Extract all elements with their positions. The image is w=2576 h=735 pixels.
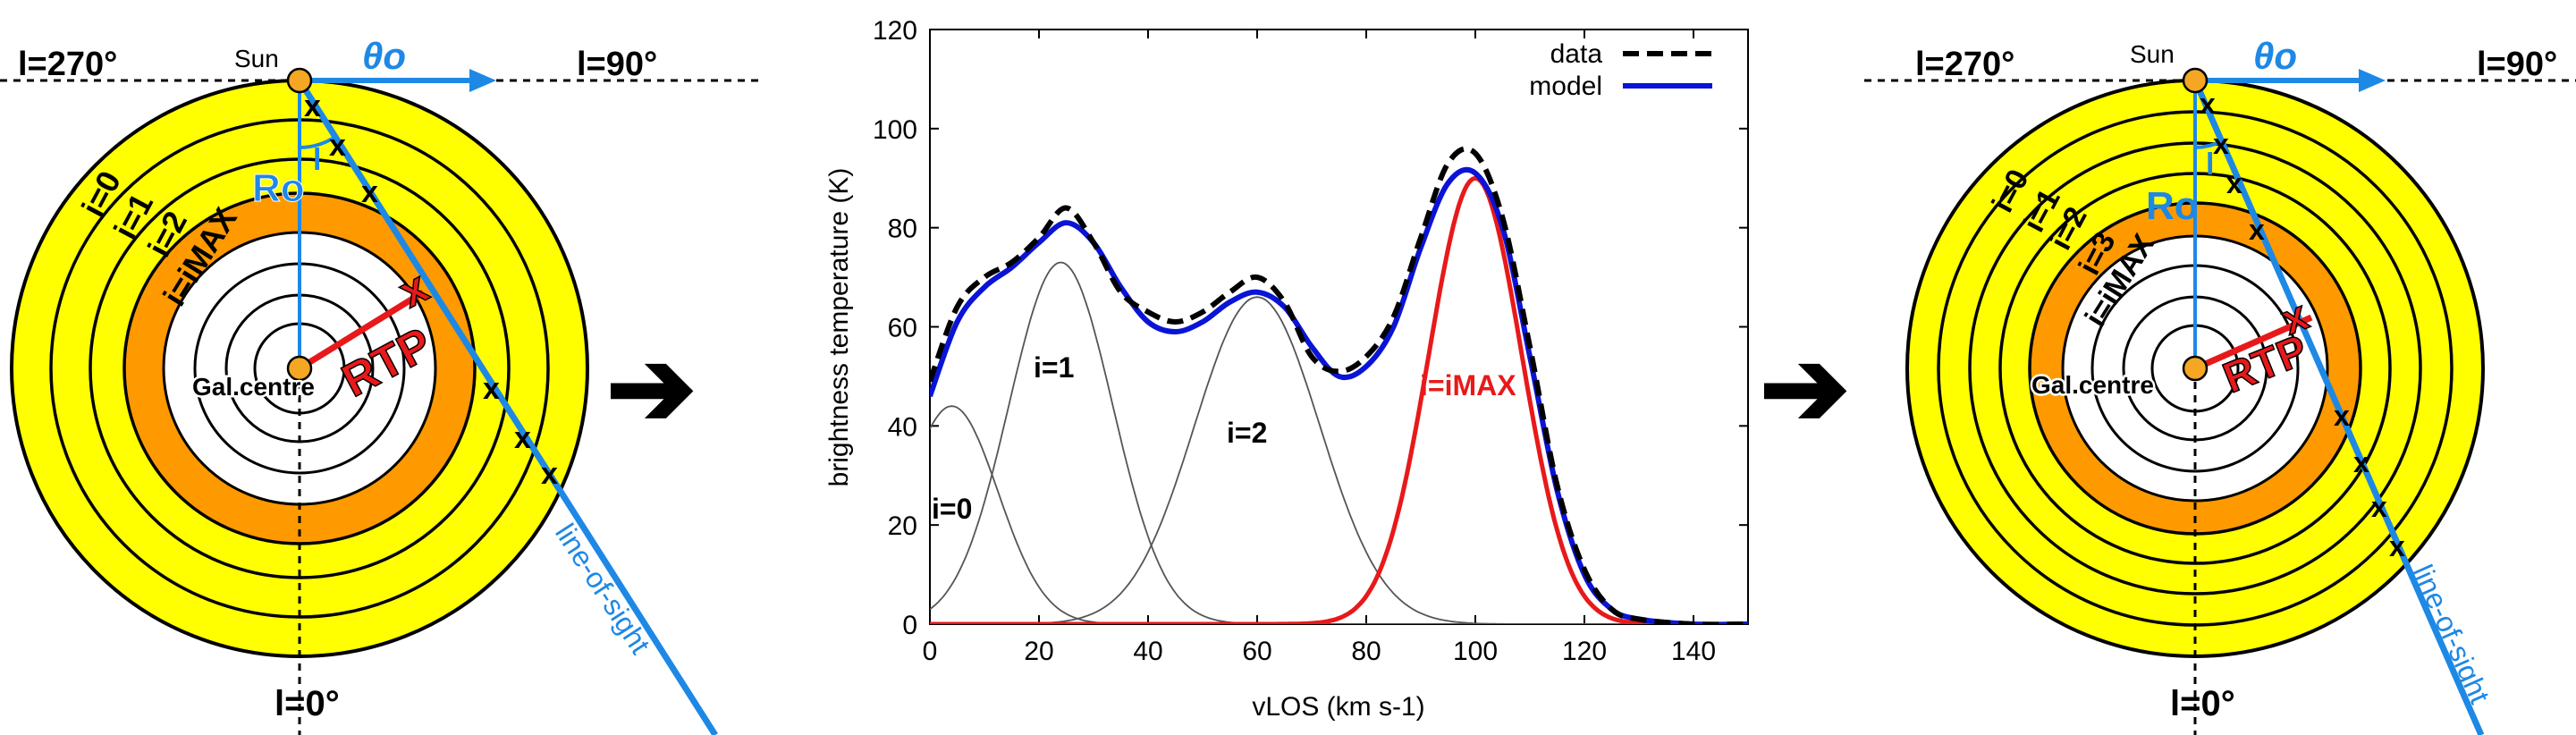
los-crossing-marks: x x x x x x bbox=[304, 89, 558, 491]
x-tick-label: 20 bbox=[1024, 637, 1053, 666]
label-l: l bbox=[313, 143, 321, 177]
label-l90: l=90° bbox=[577, 46, 657, 83]
longitude-arc bbox=[299, 135, 337, 149]
crossing-mark: x bbox=[2334, 400, 2350, 432]
label-gal-centre: Gal.centre bbox=[192, 373, 315, 401]
y-axis-label: brightness temperature (K) bbox=[824, 168, 854, 487]
series-lines bbox=[930, 146, 1748, 624]
annotation-i0: i=0 bbox=[932, 493, 972, 525]
label-l: l bbox=[2206, 148, 2214, 182]
label-sun: Sun bbox=[234, 45, 279, 72]
crossing-mark: x bbox=[304, 89, 321, 123]
y-tick-label: 40 bbox=[888, 412, 917, 442]
x-tick-label: 0 bbox=[923, 637, 938, 666]
crossing-mark: x bbox=[2371, 491, 2387, 523]
x-tick-label: 120 bbox=[1562, 637, 1607, 666]
label-l0: l=0° bbox=[2170, 684, 2235, 723]
label-line-of-sight: line-of-sight bbox=[2407, 560, 2496, 708]
crossing-mark: x bbox=[2213, 128, 2229, 160]
rtp-line bbox=[2193, 314, 2313, 372]
line-of-sight bbox=[2192, 79, 2485, 735]
legend-model-label: model bbox=[1529, 72, 1602, 101]
x-axis-label: vLOS (km s-1) bbox=[1252, 692, 1424, 722]
crossing-mark: x bbox=[483, 372, 500, 406]
label-gal-centre: Gal.centre bbox=[2031, 371, 2154, 399]
line-of-sight bbox=[297, 79, 718, 735]
x-tick-label: 40 bbox=[1133, 637, 1162, 666]
label-theta0: θo bbox=[2253, 35, 2297, 77]
y-tick-label: 60 bbox=[888, 314, 917, 343]
x-tick-label: 100 bbox=[1453, 637, 1498, 666]
series-data bbox=[930, 146, 1748, 624]
crossing-mark: x bbox=[2226, 167, 2242, 199]
label-l270: l=270° bbox=[1915, 46, 2014, 83]
label-r0: Ro bbox=[252, 166, 305, 210]
right-galaxy-diagram: l=270° l=90° l=0° Sun θo Ro l RTP Gal.ce… bbox=[1864, 35, 2576, 735]
label-theta0: θo bbox=[362, 35, 406, 77]
crossing-mark: x bbox=[361, 175, 378, 209]
crossing-mark: x bbox=[2353, 446, 2369, 478]
label-l0: l=0° bbox=[274, 684, 340, 723]
longitude-arc bbox=[2194, 139, 2223, 149]
component-curve-i=0 bbox=[930, 405, 1748, 624]
x-tick-label: 140 bbox=[1671, 637, 1716, 666]
crossing-mark: x bbox=[329, 129, 346, 163]
y-tick-label: 100 bbox=[873, 115, 917, 145]
sun-marker bbox=[2182, 67, 2209, 94]
y-tick-label: 20 bbox=[888, 511, 917, 541]
theta0-arrowhead bbox=[469, 69, 496, 92]
arrow-left-to-chart: ➔ bbox=[606, 328, 697, 448]
label-sun: Sun bbox=[2130, 40, 2175, 68]
component-curve-i=iMAX bbox=[930, 175, 1748, 624]
arrow-chart-to-right: ➔ bbox=[1760, 328, 1850, 448]
crossing-mark: x bbox=[2249, 214, 2265, 246]
gaussian-components bbox=[930, 175, 1748, 624]
rtp-line bbox=[298, 290, 425, 371]
component-curve-i=2 bbox=[930, 296, 1748, 624]
axis-ticks: 0 20 40 60 80 100 120 140 0 20 40 60 80 100 120 bbox=[873, 16, 1748, 666]
spectrum-chart: 0 20 40 60 80 100 120 140 0 20 40 60 80 100 120 bright… bbox=[824, 16, 1749, 722]
label-l90: l=90° bbox=[2477, 46, 2557, 83]
component-curve-i=1 bbox=[930, 261, 1748, 624]
annotation-imax: i=iMAX bbox=[1420, 369, 1516, 401]
x-tick-label: 60 bbox=[1242, 637, 1271, 666]
galactic-centre-marker bbox=[2182, 355, 2209, 382]
sun-marker bbox=[286, 67, 313, 94]
crossing-mark: x bbox=[2389, 530, 2405, 562]
crossing-mark: x bbox=[2200, 88, 2216, 120]
x-tick-label: 80 bbox=[1351, 637, 1381, 666]
legend-data-label: data bbox=[1550, 39, 1603, 69]
crossing-mark: x bbox=[541, 457, 558, 491]
annotation-i1: i=1 bbox=[1034, 351, 1074, 384]
galactic-centre-marker bbox=[286, 355, 313, 382]
crossing-mark: x bbox=[514, 421, 531, 455]
label-l270: l=270° bbox=[18, 46, 117, 83]
left-galaxy-diagram: l=270° l=90° l=0° Sun θo Ro l RTP Gal.ce… bbox=[0, 35, 760, 735]
y-tick-label: 120 bbox=[873, 16, 917, 46]
y-tick-label: 80 bbox=[888, 215, 917, 244]
label-line-of-sight: line-of-sight bbox=[549, 518, 656, 659]
theta0-arrowhead bbox=[2359, 69, 2386, 92]
plot-frame bbox=[929, 29, 1749, 625]
los-crossing-marks: x x x x x x x x bbox=[2200, 88, 2405, 562]
annotation-i2: i=2 bbox=[1227, 417, 1267, 449]
label-r0: Ro bbox=[2146, 184, 2199, 228]
y-tick-label: 0 bbox=[902, 611, 917, 640]
